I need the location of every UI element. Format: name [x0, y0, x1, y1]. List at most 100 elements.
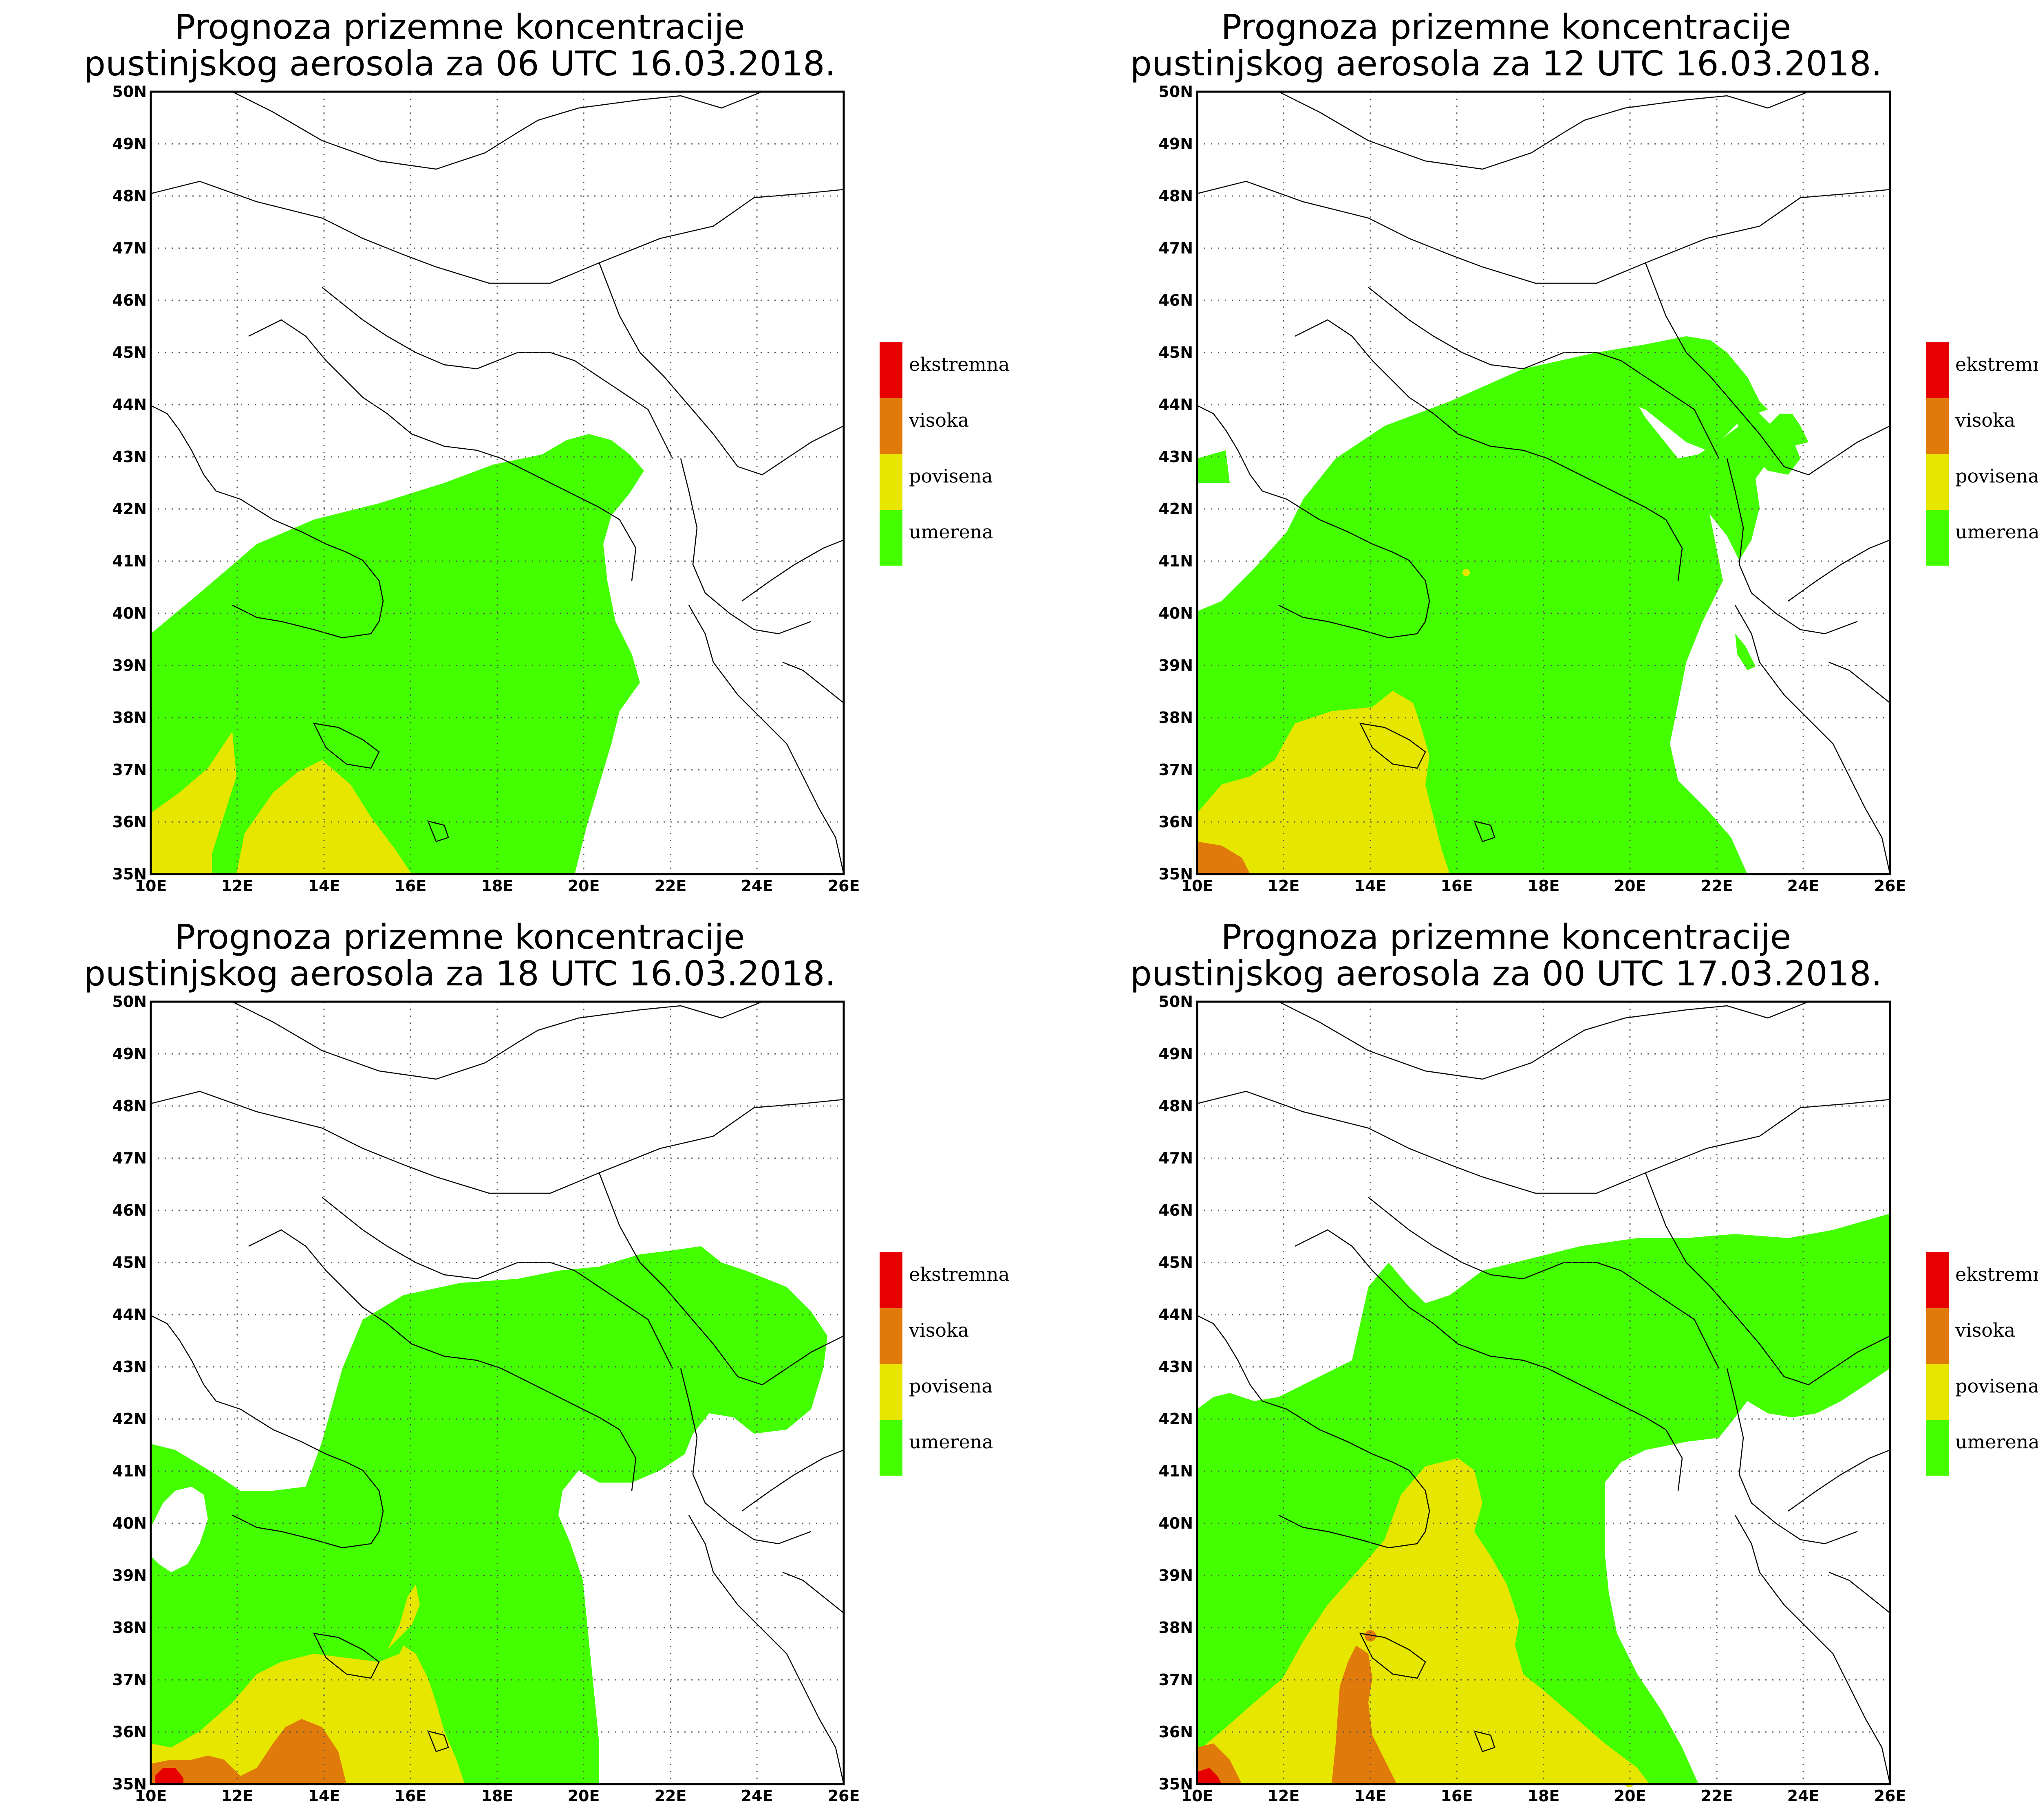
x-tick: 22E [1701, 877, 1733, 895]
umerena-area [151, 1246, 827, 1784]
legend-swatch-povisena [1926, 454, 1949, 510]
umerena-area [151, 434, 644, 874]
x-tick: 22E [655, 877, 687, 895]
povisena-area [151, 1646, 465, 1784]
legend-label: umerena [1955, 521, 2038, 543]
visoka-area [151, 1719, 346, 1784]
title-line-1: Prognoza prizemne koncentracije [1221, 7, 1791, 47]
y-tick: 38N [112, 709, 147, 727]
y-tick: 45N [1158, 1254, 1193, 1271]
y-tick: 41N [112, 552, 147, 570]
povisena-area [151, 732, 236, 874]
map-frame [1196, 1000, 1891, 1785]
y-tick: 48N [1158, 1097, 1193, 1115]
legend-swatch-umerena [880, 1420, 902, 1476]
x-tick: 26E [828, 877, 860, 895]
legend-swatch-ekstremna [1926, 1252, 1949, 1308]
x-tick: 26E [1874, 877, 1906, 895]
forecast-panel-12utc: Prognoza prizemne koncentracije pustinjs… [1046, 0, 2038, 910]
title-line-2: pustinjskog aerosola za 00 UTC 17.03.201… [1130, 954, 1882, 994]
x-tick: 14E [1354, 1787, 1387, 1805]
map-area: 10E 12E 14E 16E 18E 20E 22E 24E 26E 35N … [112, 83, 860, 895]
x-tick: 24E [741, 877, 773, 895]
legend-label: umerena [909, 521, 993, 543]
y-tick: 35N [1158, 865, 1193, 883]
legend-label: visoka [1955, 1319, 2015, 1341]
white-hole [151, 1487, 208, 1572]
y-tick: 47N [1158, 239, 1193, 257]
y-tick: 37N [1158, 761, 1193, 779]
map-area: 10E 12E 14E 16E 18E 20E 22E 24E 26E 35N … [1158, 993, 1906, 1805]
y-tick: 42N [1158, 500, 1193, 518]
y-tick: 36N [1158, 813, 1193, 831]
y-tick: 50N [112, 83, 147, 101]
title-line-2: pustinjskog aerosola za 12 UTC 16.03.201… [1130, 44, 1882, 84]
y-tick: 38N [112, 1619, 147, 1637]
legend: ekstremna visoka povisena umerena [880, 342, 1010, 566]
aerosol-fields [151, 1246, 827, 1784]
x-tick: 10E [1181, 877, 1213, 895]
y-tick: 36N [1158, 1723, 1193, 1741]
y-tick: 40N [1158, 604, 1193, 622]
y-tick: 39N [1158, 1567, 1193, 1584]
aerosol-fields [1197, 336, 1809, 874]
map-svg: Prognoza prizemne koncentracije pustinjs… [84, 917, 1010, 1805]
x-tick: 22E [655, 1787, 687, 1805]
x-tick: 24E [1787, 877, 1820, 895]
legend-label: visoka [1955, 409, 2015, 431]
legend-label: umerena [909, 1431, 993, 1453]
title-line-1: Prognoza prizemne koncentracije [1221, 917, 1791, 957]
forecast-panel-00utc: Prognoza prizemne koncentracije pustinjs… [1046, 910, 2038, 1820]
y-tick: 43N [112, 1358, 147, 1376]
x-tick: 20E [1614, 877, 1646, 895]
forecast-panel-18utc: Prognoza prizemne koncentracije pustinjs… [0, 910, 1046, 1820]
x-tick: 12E [1268, 877, 1300, 895]
x-tick: 12E [221, 1787, 254, 1805]
forecast-panel-06utc: Prognoza prizemne koncentracije pustinjs… [0, 0, 1046, 910]
legend-label: umerena [1955, 1431, 2038, 1453]
umerena-area [1735, 634, 1756, 670]
x-tick: 10E [135, 1787, 167, 1805]
x-tick: 18E [481, 1787, 514, 1805]
y-tick: 41N [112, 1462, 147, 1480]
legend-swatch-ekstremna [880, 1252, 902, 1308]
country-borders [150, 1001, 845, 1785]
legend-swatch-visoka [1926, 1308, 1949, 1364]
y-tick: 49N [1158, 1045, 1193, 1063]
x-axis-ticks: 10E 12E 14E 16E 18E 20E 22E 24E 26E [135, 877, 860, 895]
y-tick: 39N [112, 1567, 147, 1584]
y-tick: 35N [1158, 1775, 1193, 1793]
y-tick: 41N [1158, 1462, 1193, 1480]
legend-label: povisena [1955, 465, 2038, 487]
x-axis-ticks: 10E 12E 14E 16E 18E 20E 22E 24E 26E [135, 1787, 860, 1805]
x-tick: 26E [1874, 1787, 1906, 1805]
country-borders [1197, 91, 1891, 875]
grid-lines [1197, 1002, 1890, 1784]
y-tick: 37N [1158, 1671, 1193, 1689]
x-tick: 16E [395, 1787, 427, 1805]
x-tick: 14E [308, 877, 340, 895]
legend-label: ekstremna [1955, 353, 2038, 375]
y-tick: 39N [112, 657, 147, 674]
y-axis-ticks: 35N 36N 37N 38N 39N 40N 41N 42N 43N 44N … [112, 83, 147, 883]
legend-swatch-visoka [880, 398, 902, 454]
y-tick: 46N [112, 291, 147, 309]
y-tick: 50N [1158, 993, 1193, 1011]
y-tick: 49N [112, 135, 147, 153]
x-axis-ticks: 10E 12E 14E 16E 18E 20E 22E 24E 26E [1181, 877, 1906, 895]
y-tick: 36N [112, 1723, 147, 1741]
x-tick: 22E [1701, 1787, 1733, 1805]
x-tick: 18E [1528, 1787, 1560, 1805]
umerena-area [1450, 336, 1768, 450]
legend-label: ekstremna [909, 353, 1010, 375]
country-borders [1197, 1001, 1891, 1785]
y-tick: 50N [1158, 83, 1193, 101]
legend-label: povisena [909, 465, 993, 487]
y-tick: 43N [112, 448, 147, 466]
title-line-2: pustinjskog aerosola za 18 UTC 16.03.201… [84, 954, 836, 994]
x-tick: 10E [1181, 1787, 1213, 1805]
y-tick: 36N [112, 813, 147, 831]
legend: ekstremna visoka povisena umerena [1926, 1252, 2038, 1476]
legend-swatch-umerena [1926, 510, 1949, 566]
y-axis-ticks: 35N 36N 37N 38N 39N 40N 41N 42N 43N 44N … [1158, 993, 1193, 1793]
